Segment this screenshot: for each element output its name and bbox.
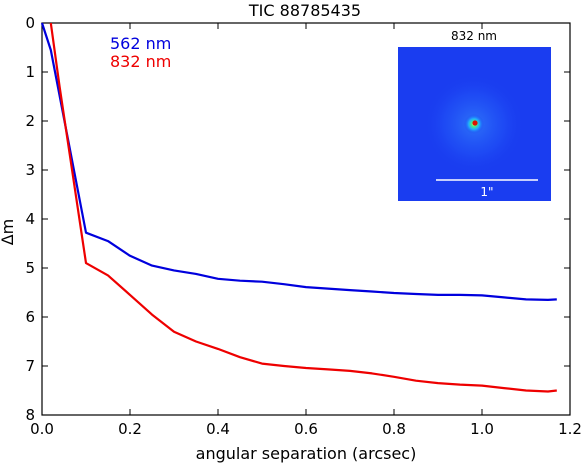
x-tick-label: 0.6 [294, 420, 318, 438]
y-tick-label: 2 [25, 112, 35, 130]
inset-label: 832 nm [451, 29, 497, 43]
x-tick-label: 0.4 [206, 420, 230, 438]
x-tick-label: 1.0 [470, 420, 494, 438]
series-lines [40, 22, 557, 393]
y-tick-label: 8 [25, 406, 35, 424]
x-tick-label: 0.8 [382, 420, 406, 438]
x-tick-label: 0.2 [118, 420, 142, 438]
inset-image: 832 nm 1" [398, 29, 551, 201]
y-tick-label: 0 [25, 14, 35, 32]
legend-entry-832nm: 832 nm [110, 52, 171, 71]
series-line-562nm [40, 22, 557, 301]
x-tick-label: 0.0 [30, 420, 54, 438]
legend-entry-562nm: 562 nm [110, 34, 171, 53]
x-axis-title: angular separation (arcsec) [196, 444, 417, 463]
y-tick-label: 4 [25, 210, 35, 228]
y-axis-ticks: 0 1 2 3 4 5 6 7 8 [25, 14, 570, 424]
y-tick-label: 6 [25, 308, 35, 326]
y-tick-label: 7 [25, 357, 35, 375]
series-line-832nm [49, 22, 557, 393]
inset-scale-label: 1" [480, 185, 493, 199]
chart-title: TIC 88785435 [248, 1, 361, 20]
y-tick-label: 3 [25, 161, 35, 179]
y-tick-label: 1 [25, 63, 35, 81]
y-axis-title: Δm [0, 219, 17, 246]
inset-star-core [472, 120, 478, 126]
y-tick-label: 5 [25, 259, 35, 277]
x-tick-label: 1.2 [558, 420, 582, 438]
x-axis-ticks: 0.0 0.2 0.4 0.6 0.8 1.0 1.2 [30, 23, 582, 438]
